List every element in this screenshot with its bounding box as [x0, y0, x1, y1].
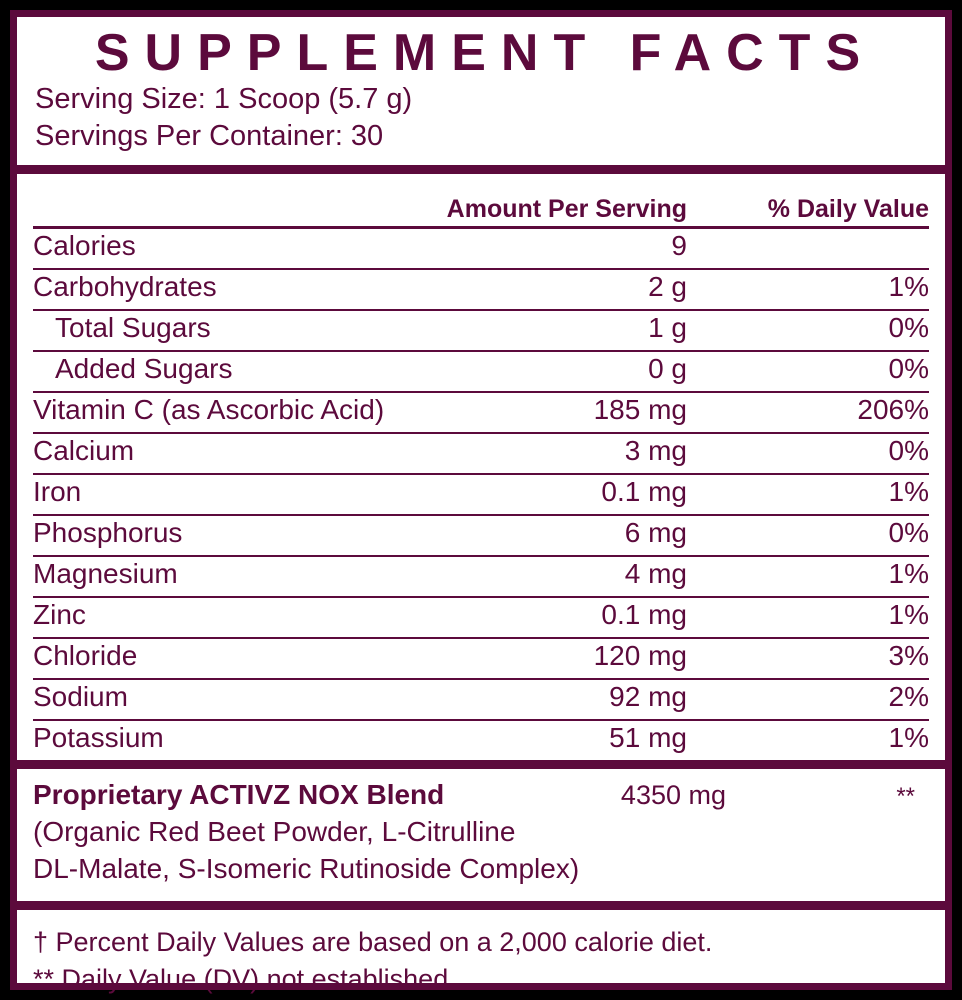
- nutrient-daily-value: 0%: [888, 517, 929, 549]
- nutrient-daily-value: 1%: [888, 722, 929, 754]
- nutrient-name: Phosphorus: [33, 517, 183, 549]
- column-header-percent-daily-value: % Daily Value: [767, 195, 929, 224]
- nutrient-daily-value: 1%: [888, 476, 929, 508]
- nutrient-amount: 9: [671, 230, 687, 262]
- nutrient-daily-value: 206%: [857, 394, 929, 426]
- nutrient-amount: 51 mg: [609, 722, 687, 754]
- nutrient-amount: 2 g: [648, 271, 687, 303]
- blend-title: Proprietary ACTIVZ NOX Blend: [33, 779, 445, 811]
- nutrient-table: Amount Per Serving % Daily Value Calorie…: [17, 174, 945, 770]
- nutrient-amount: 92 mg: [609, 681, 687, 713]
- table-row: Calcium 3 mg 0%: [33, 432, 929, 473]
- nutrient-amount: 4 mg: [624, 558, 687, 590]
- blend-amount: 4350 mg: [620, 780, 726, 811]
- nutrient-daily-value: 1%: [888, 271, 929, 303]
- nutrient-name: Carbohydrates: [33, 271, 217, 303]
- column-header-amount-per-serving: Amount Per Serving: [446, 195, 687, 224]
- table-row: Phosphorus 6 mg 0%: [33, 514, 929, 555]
- nutrient-name: Iron: [33, 476, 82, 508]
- nutrient-amount: 3 mg: [624, 435, 687, 467]
- table-row: Total Sugars 1 g 0%: [33, 309, 929, 350]
- table-row: Chloride 120 mg 3%: [33, 637, 929, 678]
- nutrient-amount: 6 mg: [624, 517, 687, 549]
- label-header-block: SUPPLEMENT FACTS Serving Size: 1 Scoop (…: [17, 17, 945, 175]
- nutrient-name: Magnesium: [33, 558, 178, 590]
- table-row: Iron 0.1 mg 1%: [33, 473, 929, 514]
- table-row: Potassium 51 mg 1%: [33, 719, 929, 760]
- footnote-section: † Percent Daily Values are based on a 2,…: [17, 910, 945, 999]
- table-row: Sodium 92 mg 2%: [33, 678, 929, 719]
- nutrient-daily-value: 1%: [888, 599, 929, 631]
- nutrient-amount: 185 mg: [593, 394, 687, 426]
- nutrient-name: Calories: [33, 230, 136, 262]
- serving-size-text: Serving Size: 1 Scoop (5.7 g): [35, 83, 413, 116]
- nutrient-daily-value: 0%: [888, 353, 929, 385]
- nutrient-name: Calcium: [33, 435, 135, 467]
- proprietary-blend-section: Proprietary ACTIVZ NOX Blend 4350 mg ** …: [17, 769, 945, 911]
- table-row: Calories 9: [33, 226, 929, 268]
- table-row: Carbohydrates 2 g 1%: [33, 268, 929, 309]
- nutrient-name: Vitamin C (as Ascorbic Acid): [33, 394, 385, 426]
- table-row: Vitamin C (as Ascorbic Acid) 185 mg 206%: [33, 391, 929, 432]
- nutrient-amount: 0 g: [648, 353, 687, 385]
- nutrient-daily-value: 2%: [888, 681, 929, 713]
- table-row: Magnesium 4 mg 1%: [33, 555, 929, 596]
- nutrient-name: Chloride: [33, 640, 138, 672]
- nutrient-name: Added Sugars: [55, 353, 233, 385]
- nutrient-daily-value: 0%: [888, 435, 929, 467]
- blend-daily-value: **: [896, 783, 915, 811]
- blend-ingredients-line-1: (Organic Red Beet Powder, L-Citrulline: [33, 816, 516, 848]
- nutrient-amount: 0.1 mg: [601, 476, 687, 508]
- footnote-dv-not-established: ** Daily Value (DV) not established.: [33, 964, 456, 995]
- supplement-facts-panel: SUPPLEMENT FACTS Serving Size: 1 Scoop (…: [10, 10, 952, 994]
- nutrient-name: Sodium: [33, 681, 128, 713]
- nutrient-daily-value: 0%: [888, 312, 929, 344]
- nutrient-amount: 0.1 mg: [601, 599, 687, 631]
- nutrient-name: Total Sugars: [55, 312, 211, 344]
- nutrient-name: Zinc: [33, 599, 86, 631]
- blend-header-row: Proprietary ACTIVZ NOX Blend 4350 mg **: [33, 779, 929, 811]
- nutrient-amount: 120 mg: [593, 640, 687, 672]
- page-title: SUPPLEMENT FACTS: [94, 24, 876, 82]
- table-column-headers: Amount Per Serving % Daily Value: [33, 174, 929, 226]
- table-row: Zinc 0.1 mg 1%: [33, 596, 929, 637]
- nutrient-name: Potassium: [33, 722, 164, 754]
- blend-ingredients-line-2: DL-Malate, S-Isomeric Rutinoside Complex…: [33, 852, 580, 884]
- nutrient-row-list: Calories 9 Carbohydrates 2 g 1% Total Sugars 1…: [33, 226, 929, 760]
- servings-per-container-text: Servings Per Container: 30: [35, 120, 384, 153]
- nutrient-amount: 1 g: [648, 312, 687, 344]
- footnote-daily-values: † Percent Daily Values are based on a 2,…: [33, 927, 713, 958]
- table-row: Added Sugars 0 g 0%: [33, 350, 929, 391]
- nutrient-daily-value: 3%: [888, 640, 929, 672]
- nutrient-daily-value: 1%: [888, 558, 929, 590]
